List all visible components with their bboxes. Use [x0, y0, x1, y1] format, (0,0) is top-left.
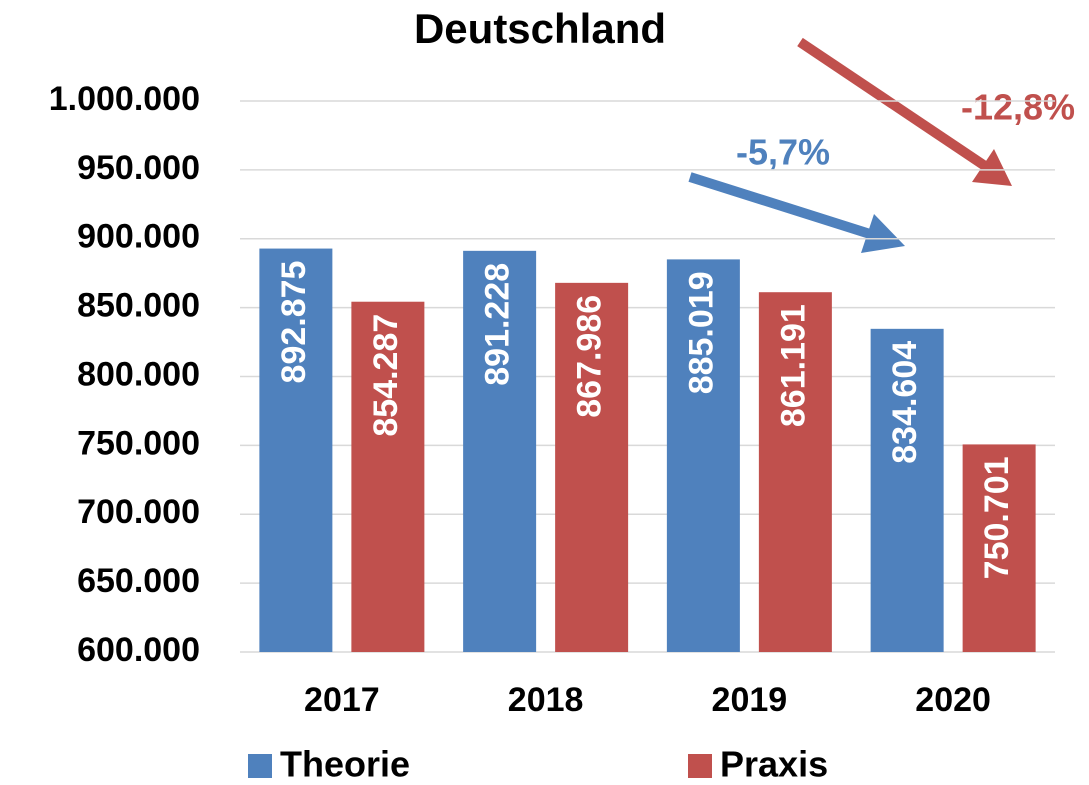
- x-tick-label: 2018: [508, 681, 584, 719]
- value-label: 867.986: [571, 295, 609, 418]
- value-label: 834.604: [886, 341, 924, 464]
- arrow-praxis: [797, 37, 1012, 186]
- legend-swatch: [688, 754, 712, 778]
- value-label: 892.875: [275, 261, 313, 384]
- bar: [758, 292, 832, 652]
- x-tick-label: 2017: [304, 681, 380, 719]
- legend-swatch: [248, 754, 272, 778]
- y-tick-label: 850.000: [77, 287, 200, 325]
- y-tick-label: 700.000: [77, 493, 200, 531]
- chart-title: Deutschland: [414, 5, 666, 52]
- bar: [962, 444, 1036, 652]
- y-tick-label: 800.000: [77, 355, 200, 393]
- y-tick-label: 900.000: [77, 218, 200, 256]
- value-label: 854.287: [367, 314, 405, 437]
- x-tick-label: 2020: [915, 681, 991, 719]
- legend-label: Theorie: [280, 744, 410, 785]
- bar: [555, 282, 629, 652]
- bar: [463, 250, 537, 652]
- value-label: 750.701: [978, 456, 1016, 579]
- bar: [870, 328, 944, 652]
- annotation: -5,7%: [736, 132, 830, 173]
- x-tick-label: 2019: [712, 681, 788, 719]
- y-tick-label: 1.000.000: [49, 80, 200, 118]
- annotation: -12,8%: [961, 87, 1075, 128]
- value-label: 861.191: [774, 304, 812, 427]
- value-label: 885.019: [682, 271, 720, 394]
- legend-label: Praxis: [720, 744, 828, 785]
- y-tick-label: 750.000: [77, 424, 200, 462]
- y-tick-label: 950.000: [77, 149, 200, 187]
- bar: [666, 259, 740, 652]
- bar: [259, 248, 333, 652]
- y-tick-label: 650.000: [77, 562, 200, 600]
- bar: [351, 301, 425, 652]
- arrow-theorie: [688, 172, 905, 253]
- y-tick-label: 600.000: [77, 631, 200, 669]
- value-label: 891.228: [479, 263, 517, 386]
